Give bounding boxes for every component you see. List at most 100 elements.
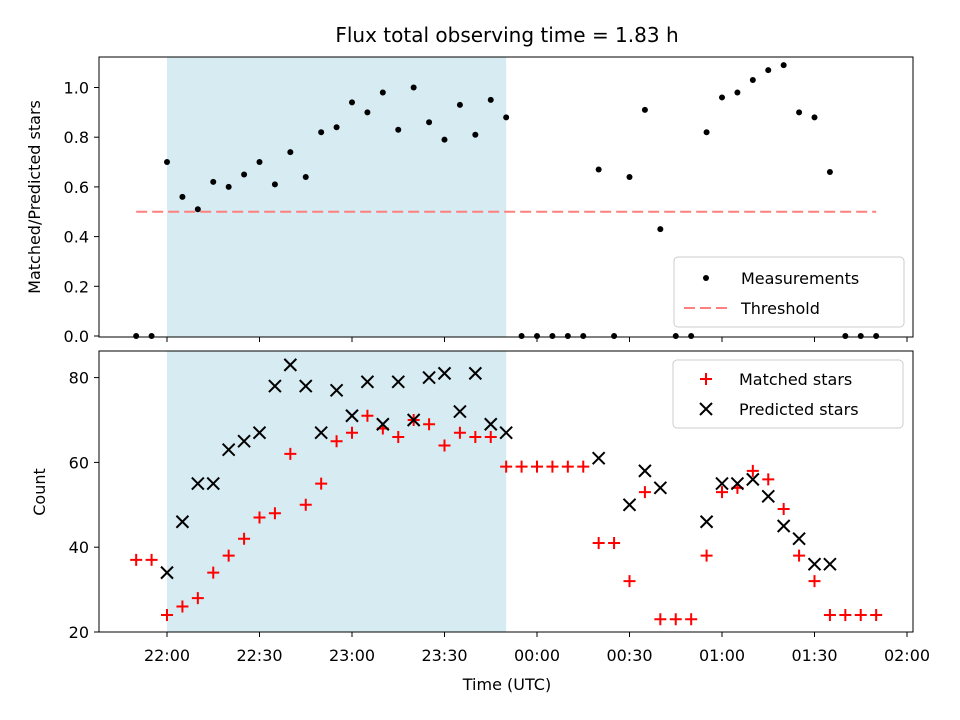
top-axes-frame <box>98 56 914 338</box>
matched-star-point <box>654 613 667 626</box>
matched-star-point <box>608 536 621 549</box>
matched-star-point <box>623 575 636 588</box>
matched-star-point <box>546 460 559 473</box>
matched-star-point <box>438 439 451 452</box>
predicted-star-point <box>314 426 328 440</box>
legend-threshold-label: Threshold <box>740 299 820 318</box>
top-panel: 0.0 0.2 0.4 0.6 0.8 1.0 Matched/Predicted sta… <box>25 56 914 346</box>
measurement-point <box>349 99 355 106</box>
matched-star-point <box>500 460 513 473</box>
measurement-point <box>672 333 679 339</box>
star-count-points <box>130 358 883 626</box>
matched-star-point <box>253 511 266 524</box>
predicted-star-point <box>360 375 375 389</box>
chart-title: Flux total observing time = 1.83 h <box>335 23 678 47</box>
matched-star-point <box>222 549 235 562</box>
predicted-star-point <box>823 557 837 571</box>
measurement-point <box>318 129 325 136</box>
predicted-star-point <box>499 426 513 440</box>
matched-star-point <box>145 553 158 566</box>
predicted-star-point <box>792 532 806 546</box>
x-tick-label: 01:30 <box>791 646 837 665</box>
predicted-star-point <box>622 498 637 512</box>
measurement-point <box>857 333 864 339</box>
matched-star-point <box>808 575 821 588</box>
predicted-star-point <box>807 557 822 571</box>
x-axis-label: Time (UTC) <box>462 675 551 694</box>
measurement-point <box>811 114 818 121</box>
measurement-point <box>641 106 648 113</box>
matched-star-point <box>161 609 173 622</box>
predicted-star-point <box>638 464 652 478</box>
matched-star-point <box>130 553 143 566</box>
matched-star-point <box>361 409 374 422</box>
predicted-star-point <box>268 379 282 393</box>
measurement-point <box>271 181 278 188</box>
matched-star-point <box>870 609 883 622</box>
matched-star-point <box>762 473 775 486</box>
measurement-point <box>580 333 587 339</box>
predicted-star-point <box>175 515 190 529</box>
matched-star-point <box>638 486 651 499</box>
measurement-point <box>256 159 263 166</box>
predicted-star-point <box>237 434 251 448</box>
predicted-star-point <box>299 379 313 393</box>
predicted-star-point <box>206 476 220 491</box>
predicted-star-point <box>329 383 344 398</box>
measurement-point <box>302 173 309 180</box>
predicted-star-point <box>591 451 606 465</box>
bottom-y-tick-label: 40 <box>69 538 89 557</box>
measurement-point <box>796 109 803 116</box>
legend-measurements-label: Measurements <box>741 269 859 288</box>
legend-matched-label: Matched stars <box>739 370 852 389</box>
x-tick-label: 02:00 <box>884 646 930 665</box>
top-legend-box <box>673 256 905 328</box>
x-tick-label: 23:00 <box>329 646 375 665</box>
matched-star-point <box>716 486 728 499</box>
measurement-point <box>426 119 433 126</box>
predicted-star-point <box>761 489 775 504</box>
predicted-star-point <box>776 519 791 533</box>
matched-star-point <box>238 532 251 545</box>
top-axis-ticks: 0.0 0.2 0.4 0.6 0.8 1.0 <box>64 79 908 346</box>
bottom-legend: Matched stars Predicted stars <box>672 359 904 429</box>
measurement-point <box>225 183 232 190</box>
measurement-point <box>472 131 479 138</box>
bottom-axis-ticks: 20 40 60 80 22:00 22:30 23:00 23:30 00:00 00:30 01… <box>69 369 930 665</box>
matched-star-point <box>284 447 297 460</box>
legend-measurements-marker <box>703 275 709 281</box>
predicted-star-point <box>437 366 452 381</box>
predicted-star-point <box>160 565 174 580</box>
measurement-point <box>379 89 386 96</box>
matched-star-point <box>453 426 466 439</box>
matched-star-point <box>268 507 281 520</box>
bottom-y-axis-label: Count <box>30 468 49 516</box>
top-y-axis-label: Matched/Predicted stars <box>25 100 44 294</box>
measurement-point <box>611 333 618 339</box>
matched-star-point <box>669 613 682 626</box>
measurement-point <box>873 333 880 339</box>
measurement-point <box>842 333 849 339</box>
matched-star-point <box>531 460 543 473</box>
matched-star-point <box>823 609 836 622</box>
bottom-y-tick-label: 60 <box>69 453 89 472</box>
predicted-star-point <box>422 370 436 385</box>
predicted-star-point <box>376 417 390 431</box>
top-y-tick-label: 0.0 <box>64 327 89 346</box>
matched-star-point <box>484 430 497 443</box>
predicted-star-point <box>406 413 421 427</box>
x-tick-label: 23:30 <box>421 646 467 665</box>
measurement-point <box>765 67 772 74</box>
top-y-tick-label: 0.4 <box>64 228 89 247</box>
measurement-point <box>179 193 186 200</box>
matched-star-point <box>592 536 605 549</box>
predicted-star-point <box>221 442 236 457</box>
observing-window-shade-top <box>167 57 507 337</box>
measurement-point <box>487 96 494 103</box>
measurement-point <box>194 206 201 213</box>
measurement-point <box>549 333 556 339</box>
measurement-point <box>410 84 417 91</box>
top-legend: Measurements Threshold <box>673 256 905 328</box>
matched-star-point <box>854 609 867 622</box>
